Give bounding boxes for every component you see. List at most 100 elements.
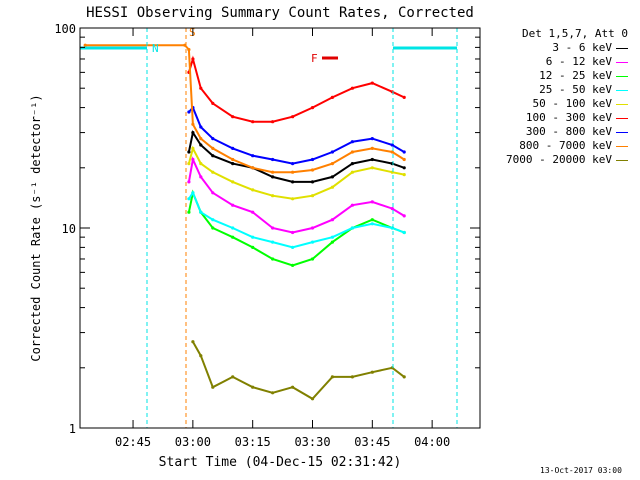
data-point bbox=[370, 157, 374, 162]
data-point bbox=[350, 150, 354, 154]
data-point bbox=[187, 162, 191, 166]
data-point bbox=[187, 210, 191, 214]
data-point bbox=[199, 86, 203, 90]
data-point bbox=[231, 180, 235, 184]
series-line-7000-20000-kev bbox=[192, 341, 405, 401]
legend-label: 7000 - 20000 keV bbox=[506, 153, 612, 166]
data-point bbox=[251, 188, 255, 192]
data-point bbox=[251, 385, 255, 389]
legend-item: 300 - 800 keV bbox=[486, 125, 628, 139]
data-point bbox=[370, 222, 374, 226]
data-point bbox=[271, 194, 275, 198]
data-point bbox=[211, 154, 215, 158]
legend-label: 800 - 7000 keV bbox=[519, 139, 612, 152]
data-point bbox=[350, 170, 354, 174]
data-point bbox=[370, 146, 374, 150]
data-point bbox=[310, 397, 315, 401]
footer-date: 13-Oct-2017 03:00 bbox=[540, 466, 622, 475]
data-point bbox=[310, 157, 315, 162]
legend-swatch bbox=[616, 90, 628, 91]
data-point bbox=[350, 375, 354, 379]
data-point bbox=[187, 110, 191, 114]
legend-swatch bbox=[616, 76, 628, 77]
legend-label: 100 - 300 keV bbox=[525, 111, 612, 124]
y-tick-label: 100 bbox=[54, 22, 76, 36]
data-point bbox=[271, 257, 275, 261]
legend-swatch bbox=[616, 48, 628, 49]
data-point bbox=[370, 137, 374, 141]
data-point bbox=[211, 226, 215, 230]
data-point bbox=[370, 218, 374, 222]
data-point bbox=[271, 240, 275, 244]
data-point bbox=[83, 43, 87, 47]
legend-swatch bbox=[616, 160, 628, 161]
data-point bbox=[199, 210, 203, 214]
flag-layer: N F S bbox=[80, 26, 458, 428]
data-point bbox=[330, 185, 334, 189]
flare-flag-label: F bbox=[311, 52, 318, 65]
data-point bbox=[291, 170, 295, 174]
data-point bbox=[231, 235, 235, 239]
data-point bbox=[330, 95, 334, 99]
data-point bbox=[199, 125, 203, 129]
data-point bbox=[370, 370, 374, 374]
series-line-3-6-kev bbox=[187, 129, 405, 183]
data-point bbox=[390, 207, 394, 211]
data-point bbox=[231, 146, 235, 150]
data-point bbox=[251, 245, 255, 249]
legend-label: 25 - 50 keV bbox=[539, 83, 612, 96]
data-point bbox=[370, 200, 374, 204]
series-300-800-kev bbox=[187, 105, 406, 166]
legend-swatch bbox=[616, 104, 628, 105]
data-point bbox=[330, 175, 334, 179]
data-point bbox=[291, 115, 295, 119]
data-point bbox=[370, 81, 374, 85]
data-point bbox=[191, 146, 195, 150]
data-point bbox=[330, 235, 334, 239]
data-point bbox=[231, 203, 235, 207]
data-point bbox=[191, 191, 195, 195]
x-tick-label: 03:45 bbox=[354, 435, 390, 449]
data-point bbox=[271, 170, 275, 174]
data-point bbox=[231, 157, 235, 162]
data-point bbox=[402, 214, 406, 218]
saa-flag-label: S bbox=[189, 26, 196, 39]
data-point bbox=[350, 140, 354, 144]
series-layer bbox=[83, 43, 406, 401]
data-point bbox=[191, 122, 195, 126]
data-point bbox=[402, 375, 406, 379]
data-point bbox=[211, 218, 215, 222]
legend-label: 50 - 100 keV bbox=[532, 97, 612, 110]
legend-item: 25 - 50 keV bbox=[486, 83, 628, 97]
data-point bbox=[402, 173, 406, 177]
legend-item: 100 - 300 keV bbox=[486, 111, 628, 125]
data-point bbox=[271, 120, 275, 124]
legend-item: 800 - 7000 keV bbox=[486, 139, 628, 153]
legend-swatch bbox=[616, 62, 628, 63]
data-point bbox=[187, 48, 191, 52]
x-tick-label: 03:15 bbox=[235, 435, 271, 449]
data-point bbox=[330, 240, 334, 244]
data-point bbox=[402, 166, 406, 170]
tick-layer: 02:45 03:00 03:15 03:30 03:45 04:00 1 10 100 bbox=[54, 22, 480, 449]
chart-title: HESSI Observing Summary Count Rates, Cor… bbox=[86, 5, 474, 21]
series-3-6-kev bbox=[187, 129, 406, 184]
series-800-7000-kev bbox=[83, 43, 406, 174]
data-point bbox=[187, 180, 191, 184]
legend-label: 3 - 6 keV bbox=[552, 41, 612, 54]
data-point bbox=[310, 257, 315, 261]
data-point bbox=[199, 143, 203, 147]
data-point bbox=[191, 57, 195, 61]
data-point bbox=[251, 210, 255, 214]
series-line-100-300-kev bbox=[187, 55, 405, 123]
data-point bbox=[187, 150, 191, 154]
legend-swatch bbox=[616, 146, 628, 147]
legend-item: 50 - 100 keV bbox=[486, 97, 628, 111]
data-point bbox=[350, 226, 354, 230]
data-point bbox=[350, 203, 354, 207]
night-flag-label: N bbox=[152, 42, 159, 55]
legend-item: 12 - 25 keV bbox=[486, 69, 628, 83]
data-point bbox=[231, 375, 235, 379]
data-point bbox=[211, 101, 215, 105]
data-point bbox=[211, 385, 215, 389]
